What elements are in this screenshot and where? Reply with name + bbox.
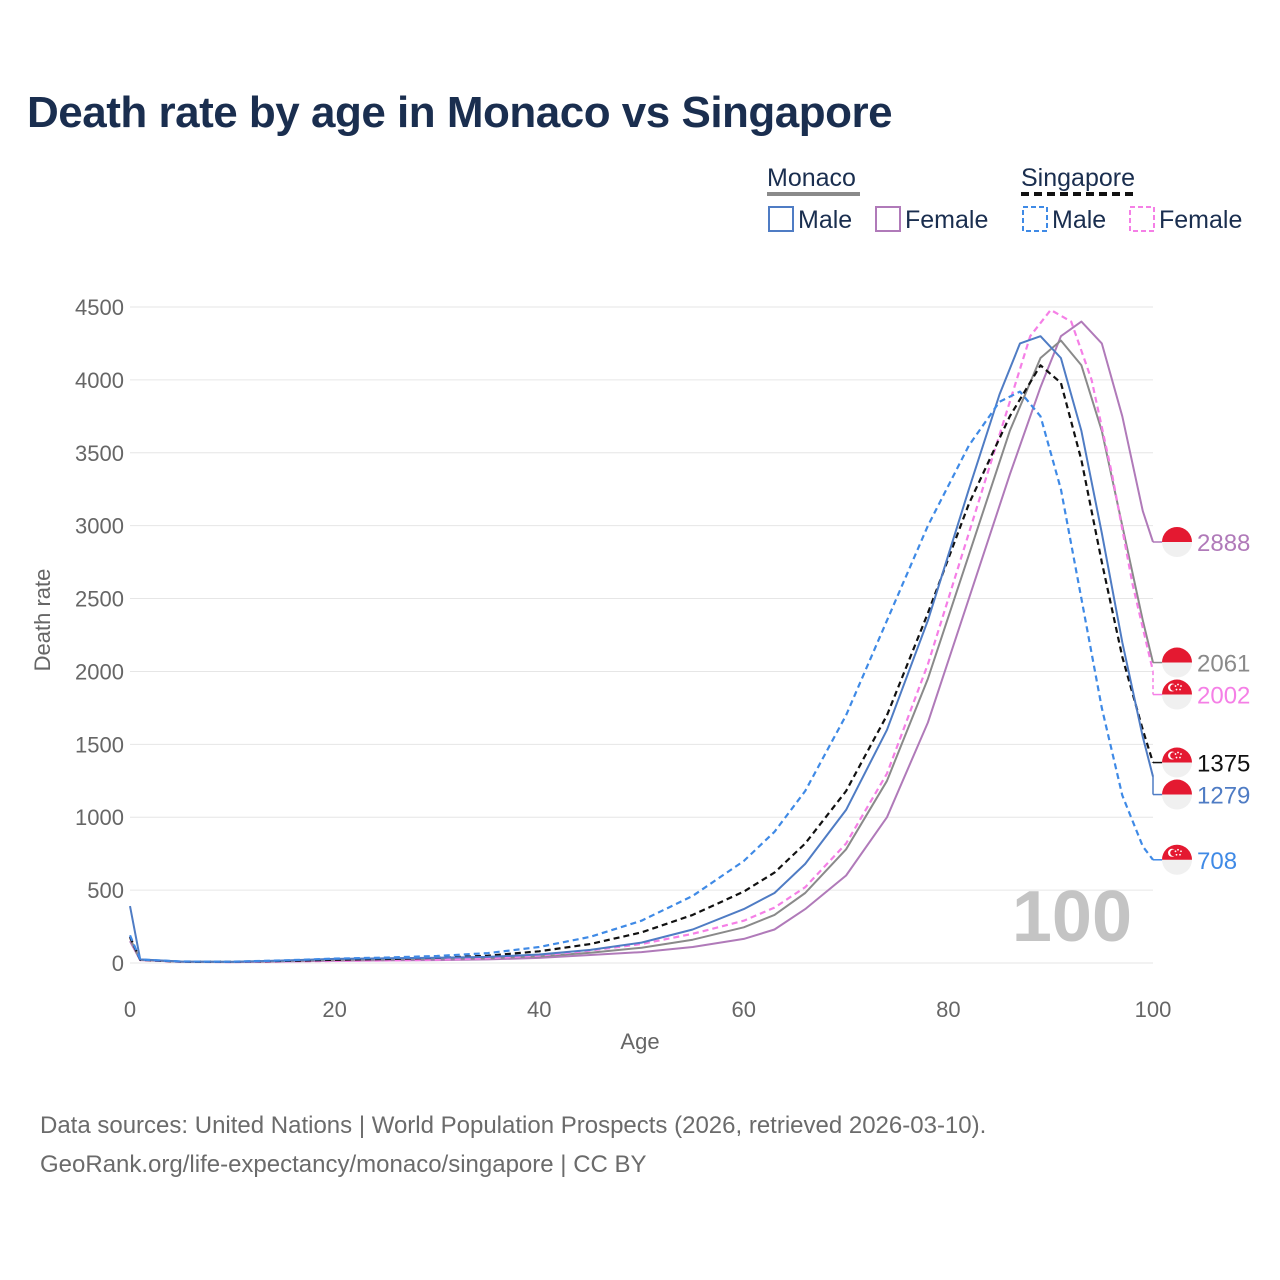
series-line-singapore_male[interactable]	[128, 390, 1154, 963]
series-line-monaco_male[interactable]	[129, 335, 1154, 963]
legend-swatch-singapore-male	[1022, 206, 1048, 232]
legend-swatch-singapore-female	[1129, 206, 1155, 232]
x-tick-label: 60	[732, 997, 756, 1022]
legend-group-title-singapore: Singapore	[1021, 164, 1135, 192]
end-label-monaco_male: 1279	[1197, 783, 1250, 810]
legend-item-singapore-female[interactable]: Female	[1129, 206, 1242, 234]
singapore-flag-icon	[1162, 844, 1192, 875]
monaco-flag-icon	[1162, 526, 1192, 557]
singapore-flag-icon	[1162, 679, 1192, 710]
end-labels: 2888 2061 2002 1375 1279 708	[1152, 526, 1250, 875]
legend-label-monaco-female: Female	[905, 206, 988, 234]
end-label-monaco_total: 2061	[1197, 651, 1250, 678]
end-label-singapore_total: 1375	[1197, 751, 1250, 778]
y-tick-label: 2000	[75, 659, 124, 684]
y-tick-label: 4500	[75, 295, 124, 320]
series-layer	[128, 308, 1155, 964]
legend-group-monaco[interactable]: Monaco	[767, 164, 860, 196]
legend-label-singapore-female: Female	[1159, 206, 1242, 234]
series-line-monaco_female[interactable]	[129, 320, 1154, 964]
legend-label-monaco-male: Male	[798, 206, 852, 234]
x-axis-title: Age	[620, 1029, 659, 1054]
y-tick-label: 3000	[75, 514, 124, 539]
y-tick-label: 0	[112, 951, 124, 976]
monaco-flag-icon	[1162, 647, 1192, 678]
legend: Monaco Male Female Singapore Male Female	[767, 164, 1242, 234]
x-tick-label: 40	[527, 997, 551, 1022]
y-axis-title: Death rate	[30, 569, 55, 672]
series-line-singapore_total[interactable]	[128, 364, 1155, 963]
footer-sources: Data sources: United Nations | World Pop…	[40, 1112, 987, 1139]
y-tick-label: 4000	[75, 368, 124, 393]
legend-item-monaco-male[interactable]: Male	[768, 206, 852, 234]
grid-layer	[130, 306, 1153, 964]
x-tick-label: 100	[1135, 997, 1172, 1022]
footer: Data sources: United Nations | World Pop…	[40, 1106, 986, 1184]
legend-item-singapore-male[interactable]: Male	[1022, 206, 1106, 234]
y-tick-label: 1500	[75, 732, 124, 757]
y-tick-label: 500	[87, 878, 124, 903]
x-tick-label: 0	[124, 997, 136, 1022]
legend-group-singapore[interactable]: Singapore	[1021, 164, 1135, 196]
series-line-singapore_female[interactable]	[128, 308, 1155, 964]
axis-layer: Age Death rate 0500100015002000250030003…	[30, 295, 1171, 1054]
monaco-flag-icon	[1162, 779, 1192, 810]
y-tick-label: 3500	[75, 441, 124, 466]
age-indicator: 100	[1012, 877, 1132, 957]
y-tick-label: 2500	[75, 587, 124, 612]
end-label-monaco_female: 2888	[1197, 530, 1250, 557]
legend-label-singapore-male: Male	[1052, 206, 1106, 234]
legend-swatch-monaco-female	[875, 206, 901, 232]
chart-title: Death rate by age in Monaco vs Singapore	[27, 88, 893, 137]
legend-swatch-monaco-male	[768, 206, 794, 232]
end-label-singapore_female: 2002	[1197, 683, 1250, 710]
x-tick-label: 80	[936, 997, 960, 1022]
x-tick-label: 20	[322, 997, 346, 1022]
end-label-singapore_male: 708	[1197, 848, 1237, 875]
y-tick-label: 1000	[75, 805, 124, 830]
footer-link[interactable]: GeoRank.org/life-expectancy/monaco/singa…	[40, 1151, 647, 1178]
legend-item-monaco-female[interactable]: Female	[875, 206, 988, 234]
singapore-flag-icon	[1162, 747, 1192, 778]
legend-group-title-monaco: Monaco	[767, 164, 856, 192]
